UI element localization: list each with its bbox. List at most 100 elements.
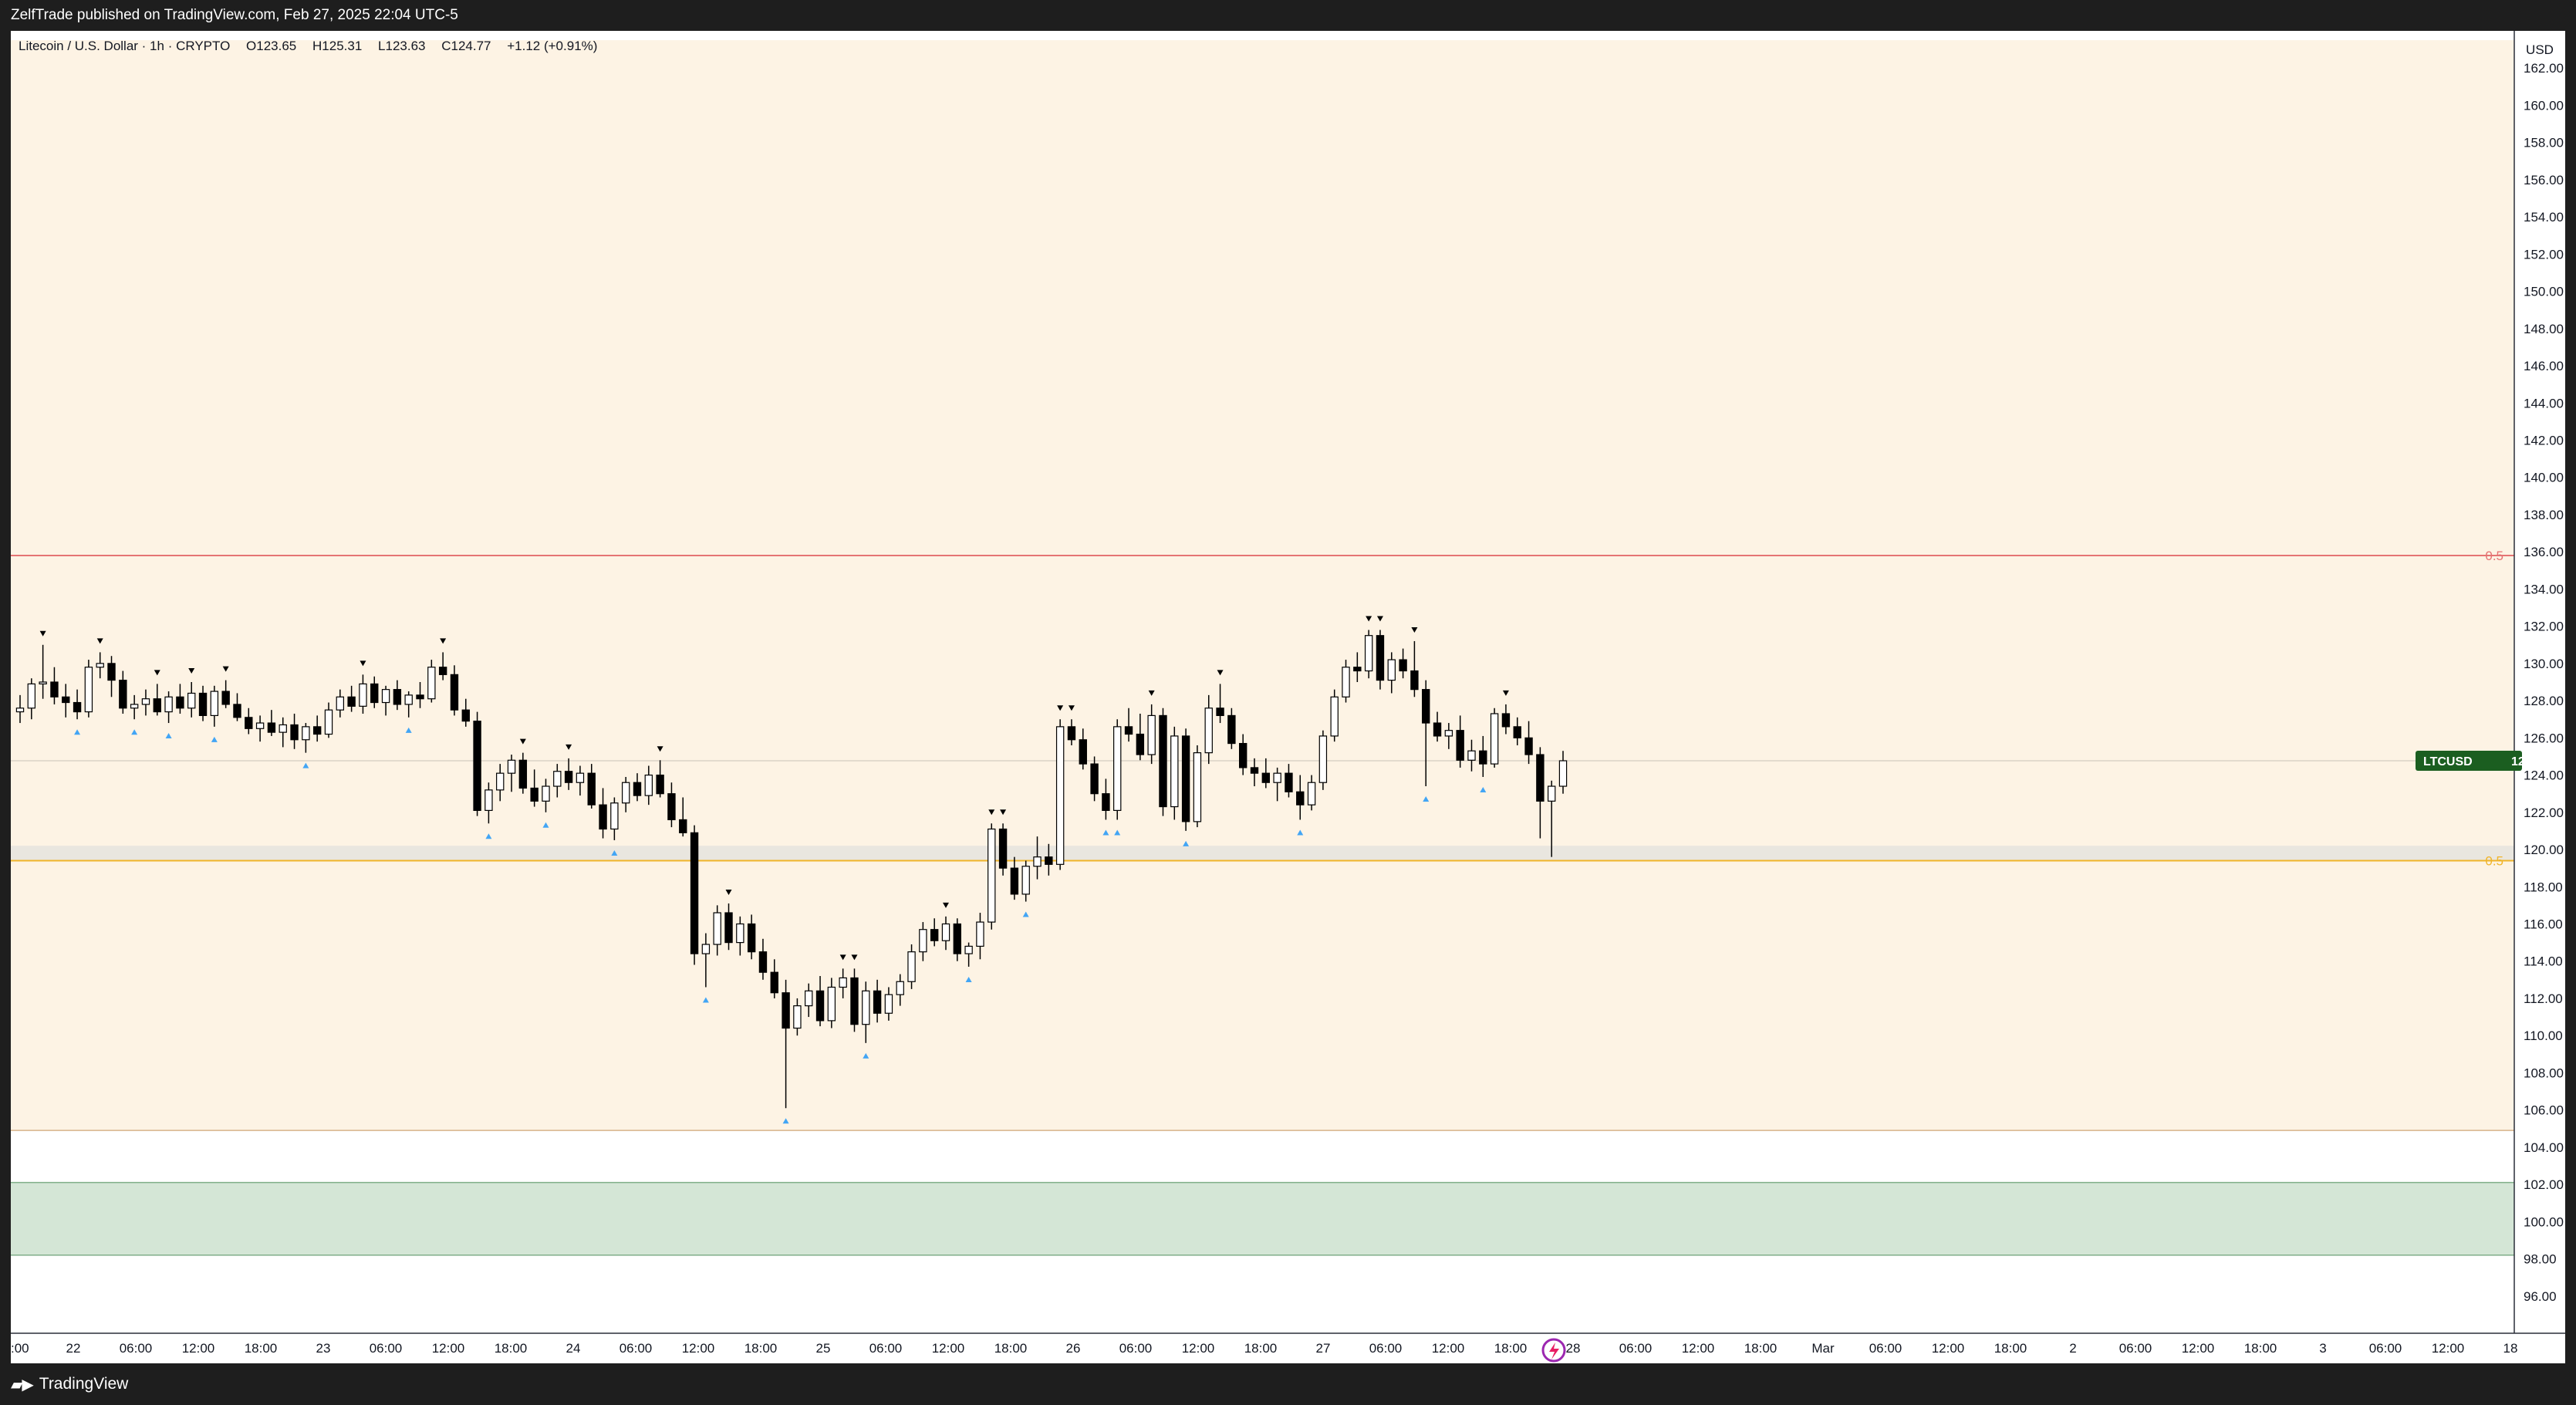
price-tick-label: 122.00 <box>2524 806 2564 820</box>
candle <box>1227 708 1236 749</box>
sell-signal-marker <box>39 630 46 637</box>
time-tick-label: 28 <box>1566 1341 1581 1356</box>
price-tick-label: 156.00 <box>2524 173 2564 187</box>
price-axis[interactable]: USD 162.00 160.00 158.00 156.00 154.00 152.00 1… <box>2416 31 2565 1363</box>
sell-signal-marker <box>1502 690 1509 696</box>
candle <box>153 684 161 716</box>
zones-layer <box>11 40 2514 1256</box>
candle <box>782 979 790 1109</box>
candle <box>758 938 768 980</box>
candle <box>279 717 287 748</box>
tradingview-logo-icon: ▰▶ <box>11 1376 34 1393</box>
time-tick-label: 12:00 <box>2432 1341 2465 1356</box>
time-tick-label: 27 <box>1316 1341 1331 1356</box>
candle <box>839 968 847 998</box>
zone-equilibrium <box>11 846 2514 861</box>
candle <box>862 981 870 1043</box>
time-tick-label: 18:00 <box>1494 1341 1528 1356</box>
candle <box>221 680 230 708</box>
price-tick-label: 104.00 <box>2524 1140 2564 1155</box>
buy-signal-marker <box>1102 829 1109 836</box>
sell-signal-marker <box>839 954 846 961</box>
tradingview-logo[interactable]: ▰▶ TradingView <box>11 1375 128 1394</box>
candle <box>312 715 322 742</box>
buy-signal-marker <box>611 849 618 856</box>
buy-signal-marker <box>1183 840 1190 846</box>
buy-signal-marker <box>302 762 309 768</box>
candle <box>1273 767 1281 802</box>
sell-signal-marker <box>1366 616 1372 622</box>
candle <box>930 918 939 947</box>
candle <box>1444 723 1453 749</box>
candle <box>1307 775 1316 811</box>
candle <box>770 959 778 998</box>
buy-signal-marker <box>74 729 81 735</box>
candle <box>896 974 904 1006</box>
time-tick-label: 06:00 <box>1369 1341 1403 1356</box>
time-tick-label: 25 <box>816 1341 831 1356</box>
buy-signal-marker <box>211 736 218 742</box>
sell-signal-marker <box>566 744 572 750</box>
candle <box>233 693 241 721</box>
candle <box>1010 856 1019 900</box>
candle <box>621 776 630 812</box>
buy-signal-marker <box>165 733 172 739</box>
time-tick-label: 06:00 <box>1119 1341 1153 1356</box>
candle <box>1422 680 1430 787</box>
buy-signal-marker <box>1480 786 1487 792</box>
close-value: C124.77 <box>441 39 491 53</box>
candle <box>1318 730 1328 790</box>
candle <box>370 676 379 708</box>
candle <box>130 694 139 720</box>
chart-pane[interactable]: 0.5 0.5 USD 162.00 160.00 158.00 156.00 154.00… <box>11 31 2565 1363</box>
candle <box>359 674 367 714</box>
candle <box>393 680 402 711</box>
time-tick-label: 06:00 <box>2369 1341 2402 1356</box>
price-tick-label: 134.00 <box>2524 582 2564 596</box>
last-price-badge[interactable]: LTCUSD 124.77 <box>2416 751 2549 772</box>
price-chart[interactable]: 0.5 0.5 USD 162.00 160.00 158.00 156.00 154.00… <box>11 31 2565 1363</box>
candle <box>1159 708 1167 816</box>
tradingview-lightning-icon[interactable] <box>1541 1338 1566 1363</box>
candle <box>324 702 333 738</box>
candle <box>1547 780 1556 857</box>
symbol-name[interactable]: Litecoin / U.S. Dollar · 1h · CRYPTO <box>19 39 231 53</box>
sell-signal-marker <box>1148 690 1155 696</box>
time-tick-label: 06:00 <box>869 1341 903 1356</box>
candle <box>450 665 459 716</box>
time-tick-label: 06:00 <box>1619 1341 1653 1356</box>
time-axis-bg <box>11 1333 2565 1363</box>
currency-label[interactable]: USD <box>2526 42 2554 57</box>
candle <box>164 691 173 724</box>
level-label-0: 0.5 <box>2485 549 2503 563</box>
candle <box>267 710 276 736</box>
price-tick-label: 120.00 <box>2524 843 2564 857</box>
last-price-symbol: LTCUSD <box>2423 755 2473 768</box>
candle <box>644 765 653 806</box>
buy-signal-marker <box>405 727 412 733</box>
candle <box>610 797 619 840</box>
candle <box>747 914 756 960</box>
sell-signal-marker <box>222 666 229 672</box>
price-tick-label: 112.00 <box>2524 991 2563 1006</box>
brand-name: TradingView <box>39 1375 129 1393</box>
zone-premium <box>11 40 2514 1131</box>
time-tick-label: 06:00 <box>120 1341 153 1356</box>
symbol-legend[interactable]: Litecoin / U.S. Dollar · 1h · CRYPTO O12… <box>19 39 609 54</box>
candle <box>438 652 447 681</box>
candle <box>210 685 219 727</box>
candle <box>1536 747 1545 839</box>
candle <box>873 979 882 1023</box>
time-axis[interactable]: :00 22 06:00 12:00 18:00 23 06:00 12:00 18:00 24 0… <box>11 1332 2565 1363</box>
sell-signal-marker <box>440 638 447 644</box>
time-tick-label: 06:00 <box>620 1341 653 1356</box>
sell-signal-marker <box>1376 616 1383 622</box>
candle <box>1261 758 1271 789</box>
candle <box>998 823 1008 876</box>
candle <box>1055 719 1065 870</box>
candle <box>404 691 413 718</box>
candle <box>1501 704 1511 735</box>
time-tick-label: 18:00 <box>1244 1341 1278 1356</box>
candle <box>302 723 310 753</box>
time-tick-label: 06:00 <box>2119 1341 2152 1356</box>
